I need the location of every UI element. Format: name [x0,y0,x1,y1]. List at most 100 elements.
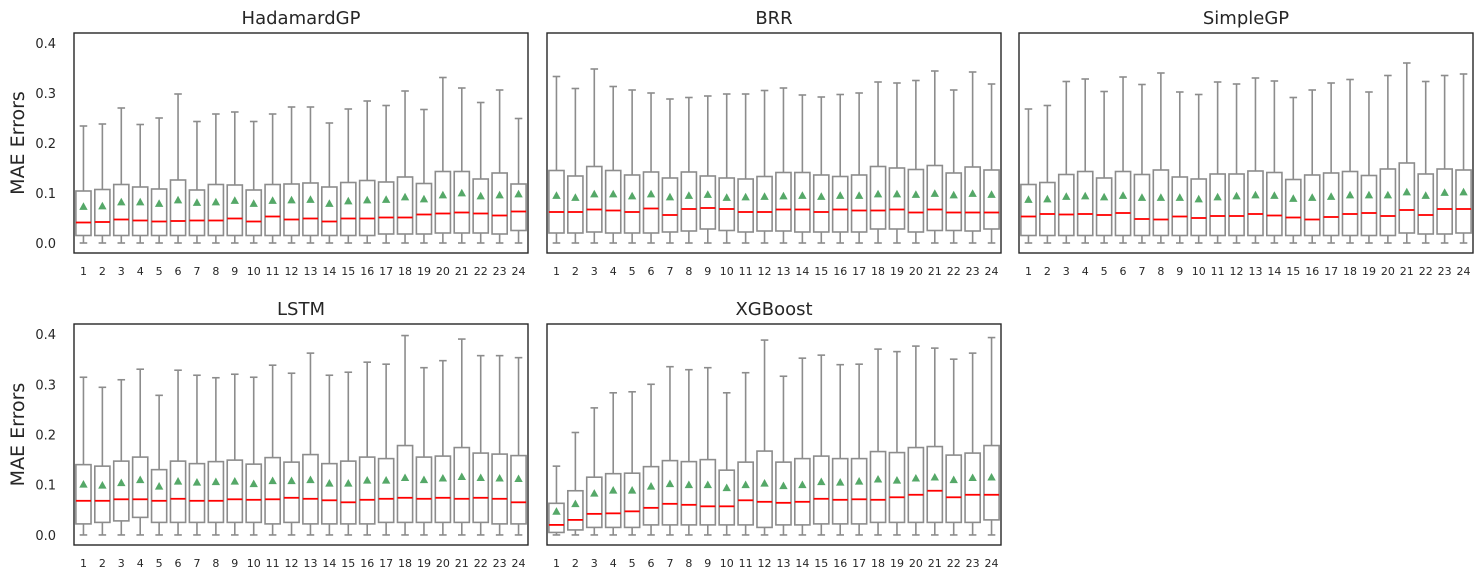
mean-marker [779,481,788,490]
box-11 [264,113,281,244]
subplot-title: XGBoost [735,299,812,320]
x-tick-label: 21 [928,557,942,570]
box-22 [472,101,490,244]
box-6 [642,92,660,244]
mean-marker [987,472,996,481]
mean-marker [1194,194,1203,203]
box-7 [661,365,679,536]
x-tick-label: 19 [417,557,431,570]
box-21 [453,338,471,536]
box-iqr [945,172,963,232]
box-iqr [737,178,754,233]
box-iqr [869,165,887,230]
x-tick-label: 6 [648,265,655,278]
box-iqr [75,463,92,525]
box-4 [131,368,149,536]
box-9 [226,373,244,536]
x-tick-label: 14 [322,265,336,278]
mean-marker [287,195,296,204]
box-11 [737,371,754,536]
box-iqr [567,489,584,531]
box-13 [775,375,792,536]
box-15 [339,371,357,536]
box-2 [94,123,111,244]
mean-marker [571,499,580,508]
box-iqr [983,169,1000,230]
x-tick-label: 9 [231,265,238,278]
mean-marker [949,190,958,199]
box-iqr [226,184,244,237]
box-2 [567,431,584,536]
box-10 [245,120,263,244]
box-iqr [169,179,187,237]
x-tick-label: 11 [739,557,753,570]
box-4 [1076,78,1094,244]
box-iqr [1379,168,1397,237]
x-tick-label: 10 [720,265,734,278]
mean-marker [646,482,656,490]
box-1 [1020,108,1037,244]
x-tick-label: 19 [890,557,904,570]
x-tick-label: 8 [685,265,692,278]
box-9 [699,95,717,244]
mean-marker [892,476,902,484]
box-iqr [396,176,414,235]
box-iqr [188,462,206,524]
box-6 [169,93,187,244]
box-3 [112,107,130,244]
x-tick-label: 17 [1324,265,1338,278]
box-14 [794,357,811,536]
box-12 [1228,83,1245,244]
y-tick-label: 0.0 [35,237,56,252]
x-tick-label: 3 [591,557,598,570]
box-15 [812,354,830,536]
box-iqr [850,457,868,525]
box-iqr [112,460,130,522]
mean-marker [609,189,618,198]
box-14 [794,94,811,244]
x-tick-label: 4 [1082,265,1089,278]
mean-marker [968,473,977,482]
mean-marker [817,192,826,200]
box-iqr [585,476,603,529]
x-tick-label: 20 [909,265,923,278]
mean-marker [741,480,750,489]
box-iqr [567,175,584,234]
mean-marker [306,475,315,484]
box-iqr [1436,168,1453,235]
box-iqr [245,189,263,237]
box-18 [396,90,414,244]
box-iqr [264,456,281,525]
box-iqr [775,171,792,232]
x-tick-label: 2 [99,557,106,570]
y-tick-label: 0.4 [35,37,56,52]
box-iqr [1039,181,1056,237]
x-tick-label: 1 [80,265,87,278]
box-iqr [112,183,130,237]
x-tick-label: 23 [493,265,507,278]
box-iqr [623,174,641,234]
box-23 [964,71,981,244]
box-22 [472,354,490,536]
box-iqr [623,472,641,529]
x-tick-label: 5 [1101,265,1108,278]
box-iqr [131,186,149,237]
x-tick-label: 7 [193,557,200,570]
x-tick-label: 20 [436,265,450,278]
box-iqr [775,461,792,526]
box-iqr [207,460,225,524]
mean-marker [798,191,807,199]
box-iqr [604,472,622,529]
box-8 [680,96,698,244]
box-18 [1341,78,1359,244]
mean-marker [703,480,712,489]
box-17 [1322,82,1340,244]
mean-marker [722,483,731,492]
x-tick-label: 15 [814,557,828,570]
box-iqr [945,454,963,524]
box-10 [245,376,263,536]
mean-marker [760,479,769,487]
box-21 [926,70,944,244]
y-tick-label: 0.0 [35,529,56,544]
